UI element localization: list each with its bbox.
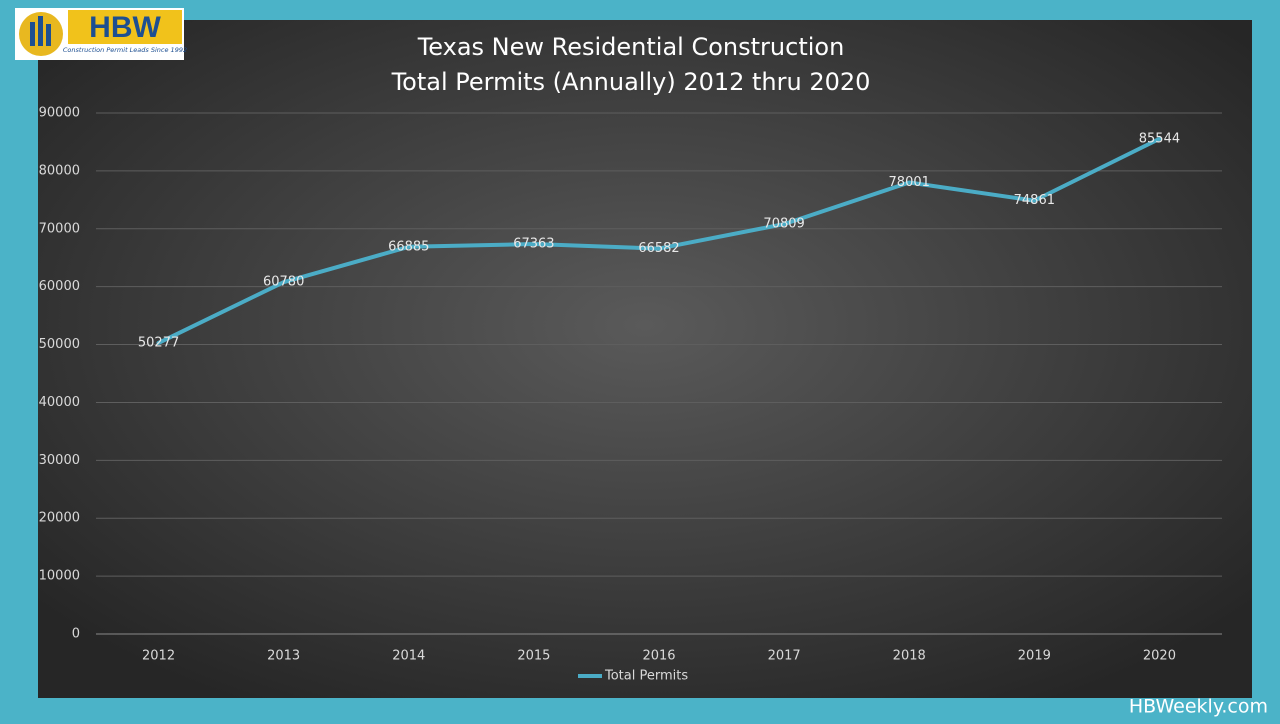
logo-icon bbox=[38, 16, 43, 46]
logo: HBW Construction Permit Leads Since 1992 bbox=[15, 8, 187, 60]
data-label: 74861 bbox=[1014, 193, 1055, 208]
logo-tagline: Construction Permit Leads Since 1992 bbox=[63, 46, 187, 54]
data-label: 60780 bbox=[263, 275, 304, 290]
y-tick-label: 60000 bbox=[39, 279, 80, 294]
x-tick-label: 2015 bbox=[517, 649, 550, 664]
x-tick-label: 2012 bbox=[142, 649, 175, 664]
data-label: 85544 bbox=[1139, 131, 1180, 146]
logo-icon bbox=[46, 24, 51, 46]
x-tick-label: 2013 bbox=[267, 649, 300, 664]
x-tick-label: 2020 bbox=[1143, 649, 1176, 664]
data-label: 70809 bbox=[763, 217, 804, 232]
chart-subtitle: Total Permits (Annually) 2012 thru 2020 bbox=[391, 68, 871, 96]
y-tick-label: 90000 bbox=[39, 106, 80, 121]
logo-band bbox=[68, 10, 182, 44]
data-label: 67363 bbox=[513, 237, 554, 252]
data-line bbox=[156, 136, 1162, 345]
y-tick-label: 20000 bbox=[39, 511, 80, 526]
data-label: 66582 bbox=[638, 241, 679, 256]
data-label: 78001 bbox=[889, 175, 930, 190]
footer-text: HBWeekly.com bbox=[1129, 696, 1268, 718]
chart-title: Texas New Residential Construction bbox=[417, 33, 845, 61]
y-tick-label: 30000 bbox=[39, 453, 80, 468]
data-label: 66885 bbox=[388, 239, 429, 254]
x-tick-label: 2018 bbox=[893, 649, 926, 664]
y-tick-label: 50000 bbox=[39, 337, 80, 352]
data-label: 50277 bbox=[138, 335, 179, 350]
legend-label: Total Permits bbox=[604, 669, 688, 684]
y-tick-label: 10000 bbox=[39, 569, 80, 584]
y-tick-label: 40000 bbox=[39, 395, 80, 410]
x-tick-label: 2014 bbox=[392, 649, 425, 664]
chart-panel bbox=[38, 20, 1252, 698]
x-tick-label: 2016 bbox=[642, 649, 675, 664]
logo-title: HBW bbox=[89, 11, 161, 44]
y-tick-label: 0 bbox=[72, 627, 80, 642]
logo-icon bbox=[30, 22, 35, 46]
x-tick-label: 2019 bbox=[1018, 649, 1051, 664]
y-tick-label: 80000 bbox=[39, 163, 80, 178]
y-tick-label: 70000 bbox=[39, 221, 80, 236]
x-tick-label: 2017 bbox=[768, 649, 801, 664]
